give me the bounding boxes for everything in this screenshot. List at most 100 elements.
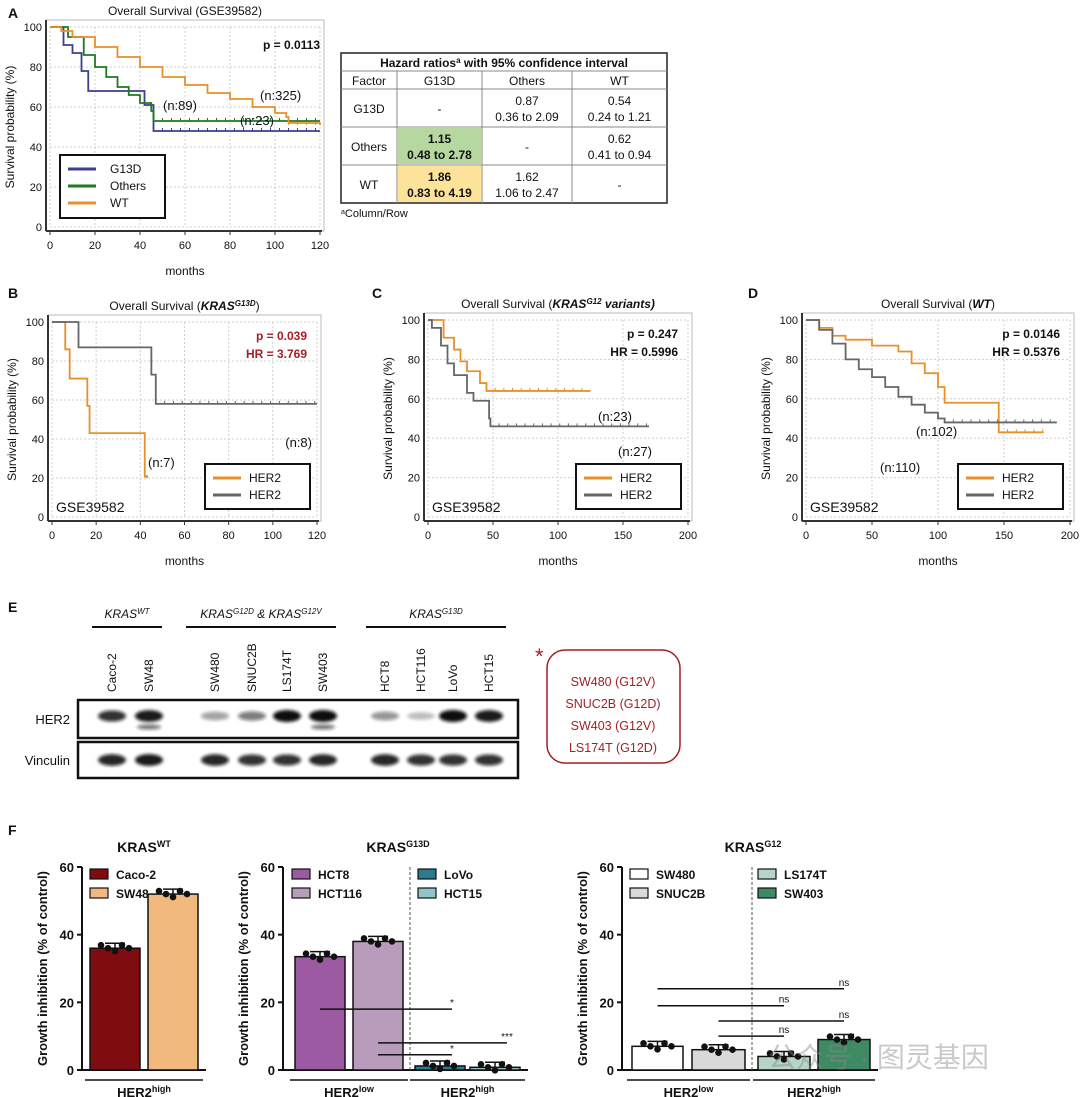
y-tick-label: 60: [261, 860, 275, 875]
title-end: ): [991, 297, 995, 311]
hazard-ratio-value: -: [525, 140, 529, 154]
legend-label: SW480: [656, 868, 696, 882]
band: [407, 712, 435, 720]
band: [309, 710, 337, 722]
x-tick-label: 0: [47, 240, 53, 252]
x-tick-label: 60: [178, 530, 190, 542]
y-axis-label: Survival probability (%): [759, 357, 773, 480]
x-tick-label: 120: [308, 530, 326, 542]
x-axis-label: months: [538, 554, 577, 568]
data-point: [826, 1033, 834, 1040]
y-tick-label: 100: [402, 315, 420, 327]
legend-label: HER2: [1002, 471, 1034, 485]
y-tick-label: 100: [780, 315, 798, 327]
band: [135, 710, 163, 722]
title-gene: WT: [972, 297, 992, 311]
data-point: [367, 938, 375, 945]
y-tick-label: 80: [30, 62, 42, 74]
x-tick-label: 0: [803, 530, 809, 542]
table-footnote: aColumn/Row: [341, 208, 408, 220]
table-row-header: G13D: [353, 102, 385, 116]
dataset-label: GSE39582: [432, 499, 501, 515]
data-point: [169, 893, 177, 901]
chart-title: KRASG13D: [366, 839, 430, 855]
x-axis-label: months: [165, 264, 204, 278]
mutation-note: SNUC2B (G12D): [565, 697, 660, 711]
band: [475, 754, 503, 766]
title-gene: KRAS: [201, 299, 235, 313]
allele: G13D: [442, 607, 463, 616]
highlighted-cell: [398, 166, 481, 202]
y-tick-label: 0: [38, 512, 44, 524]
y-tick-label: 60: [786, 394, 798, 406]
data-point: [118, 941, 126, 949]
n-label: (n:23): [598, 409, 632, 424]
lane-label: SW480: [208, 652, 222, 692]
band: [238, 754, 266, 766]
y-tick-label: 0: [268, 1063, 275, 1078]
data-point: [668, 1043, 675, 1050]
legend-box: [204, 463, 311, 510]
plot-title: Overall Survival (KRASG12 variants): [461, 297, 655, 312]
data-point: [773, 1053, 781, 1060]
title-end: ): [256, 299, 260, 313]
x-tick-label: 0: [425, 530, 431, 542]
blot-group-label: KRASG13D: [409, 607, 463, 622]
p-value: p = 0.247: [627, 327, 678, 341]
gene: KRAS: [409, 607, 442, 621]
data-point: [654, 1046, 661, 1053]
title-gene: KRAS: [117, 839, 157, 855]
x-tick-label: 40: [134, 530, 146, 542]
significance-label: ***: [501, 1032, 513, 1043]
title-text: Overall Survival (: [109, 299, 200, 313]
group-label-sup: low: [698, 1084, 714, 1094]
y-axis-label: Growth inhibition (% of control): [575, 871, 590, 1066]
y-tick-label: 20: [408, 473, 420, 485]
band: [201, 711, 229, 721]
x-tick-label: 20: [89, 240, 101, 252]
survival-curve-low: [52, 321, 317, 405]
title-gene: KRAS: [552, 297, 586, 311]
legend-label: LS174T: [784, 868, 827, 882]
n-label: (n:102): [916, 424, 957, 439]
group-label: HER2high: [117, 1084, 171, 1097]
legend-swatch: [757, 868, 777, 880]
y-tick-label: 40: [60, 928, 74, 943]
table-title-sup: a: [456, 56, 461, 65]
plot-title: Overall Survival (WT): [881, 297, 995, 311]
legend-swatch: [291, 868, 311, 880]
legend-label: SNUC2B: [656, 887, 706, 901]
data-point: [111, 947, 119, 955]
band: [371, 711, 399, 721]
legend-swatch: [629, 868, 649, 880]
legend-label: WT: [110, 196, 129, 210]
x-tick-label: 100: [929, 530, 947, 542]
significance-label: ns: [839, 978, 850, 989]
group-label-sup: low: [359, 1084, 375, 1094]
dataset-label: GSE39582: [810, 499, 879, 515]
y-tick-label: 80: [408, 354, 420, 366]
data-point: [429, 1062, 437, 1070]
data-point: [97, 941, 105, 949]
y-tick-label: 60: [32, 395, 44, 407]
y-tick-label: 20: [786, 473, 798, 485]
confidence-interval: 0.36 to 2.09: [495, 110, 559, 124]
survival-curve-low: [806, 319, 1057, 424]
y-tick-label: 0: [36, 222, 42, 234]
panel-label: B: [8, 285, 18, 301]
data-point: [840, 1039, 848, 1046]
band: [238, 711, 266, 721]
y-tick-label: 100: [26, 317, 44, 329]
plot-title: Overall Survival (KRASG13D): [109, 299, 259, 314]
x-tick-label: 80: [223, 530, 235, 542]
y-tick-label: 0: [414, 512, 420, 524]
group-label: HER2low: [324, 1084, 375, 1097]
legend-label: HER2: [249, 488, 281, 502]
lane-label: SNUC2B: [245, 643, 259, 692]
data-point: [302, 950, 310, 957]
p-value: p = 0.0146: [1002, 327, 1060, 341]
legend-label: SW403: [784, 887, 824, 901]
y-axis-label: Growth inhibition (% of control): [236, 871, 251, 1066]
y-tick-label: 60: [408, 394, 420, 406]
